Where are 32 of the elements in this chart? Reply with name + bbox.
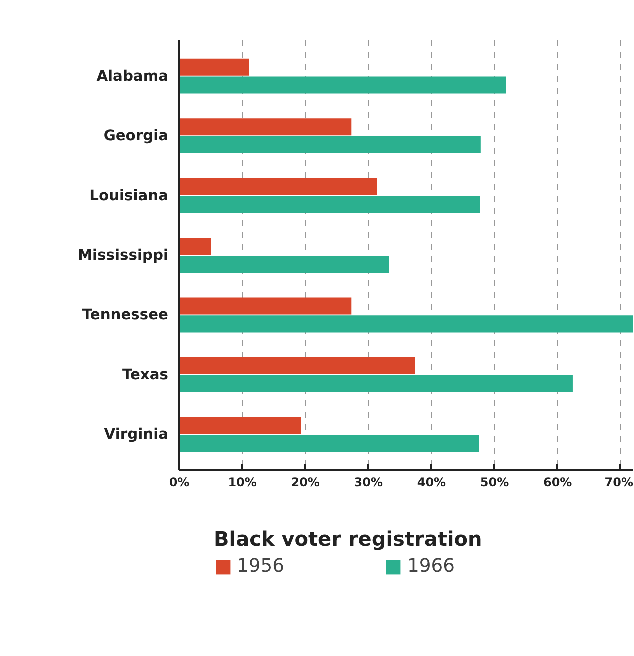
- legend-label: 1956: [237, 556, 284, 577]
- bar: [180, 196, 480, 214]
- y-tick-label: Virginia: [104, 426, 169, 444]
- bar: [180, 357, 416, 374]
- legend-label: 1966: [407, 556, 455, 577]
- bar: [180, 298, 352, 315]
- bar: [180, 375, 573, 392]
- x-tick-label: 50%: [480, 476, 510, 490]
- x-tick-label: 40%: [417, 476, 446, 490]
- bar: [180, 58, 250, 76]
- bar: [180, 316, 633, 333]
- bar: [180, 256, 390, 273]
- y-tick-label: Mississippi: [78, 247, 169, 264]
- legend-title: Black voter registration: [214, 527, 482, 551]
- bar: [180, 178, 378, 196]
- y-tick-label: Georgia: [104, 128, 169, 145]
- x-tick-label: 20%: [291, 476, 320, 490]
- y-tick-label: Alabama: [96, 68, 169, 85]
- bar: [180, 136, 481, 154]
- x-tick-label: 0%: [169, 476, 190, 490]
- bar: [180, 238, 212, 256]
- y-tick-label: Texas: [122, 366, 169, 384]
- x-tick-label: 60%: [543, 476, 572, 490]
- bar: [180, 118, 352, 136]
- bar: [180, 417, 302, 434]
- bar: [180, 435, 480, 452]
- y-tick-label: Tennessee: [82, 306, 169, 324]
- bar: [180, 76, 506, 94]
- x-tick-label: 70%: [604, 476, 634, 490]
- x-tick-label: 10%: [228, 476, 257, 490]
- x-tick-label: 30%: [354, 476, 384, 490]
- y-tick-label: Louisiana: [90, 187, 168, 204]
